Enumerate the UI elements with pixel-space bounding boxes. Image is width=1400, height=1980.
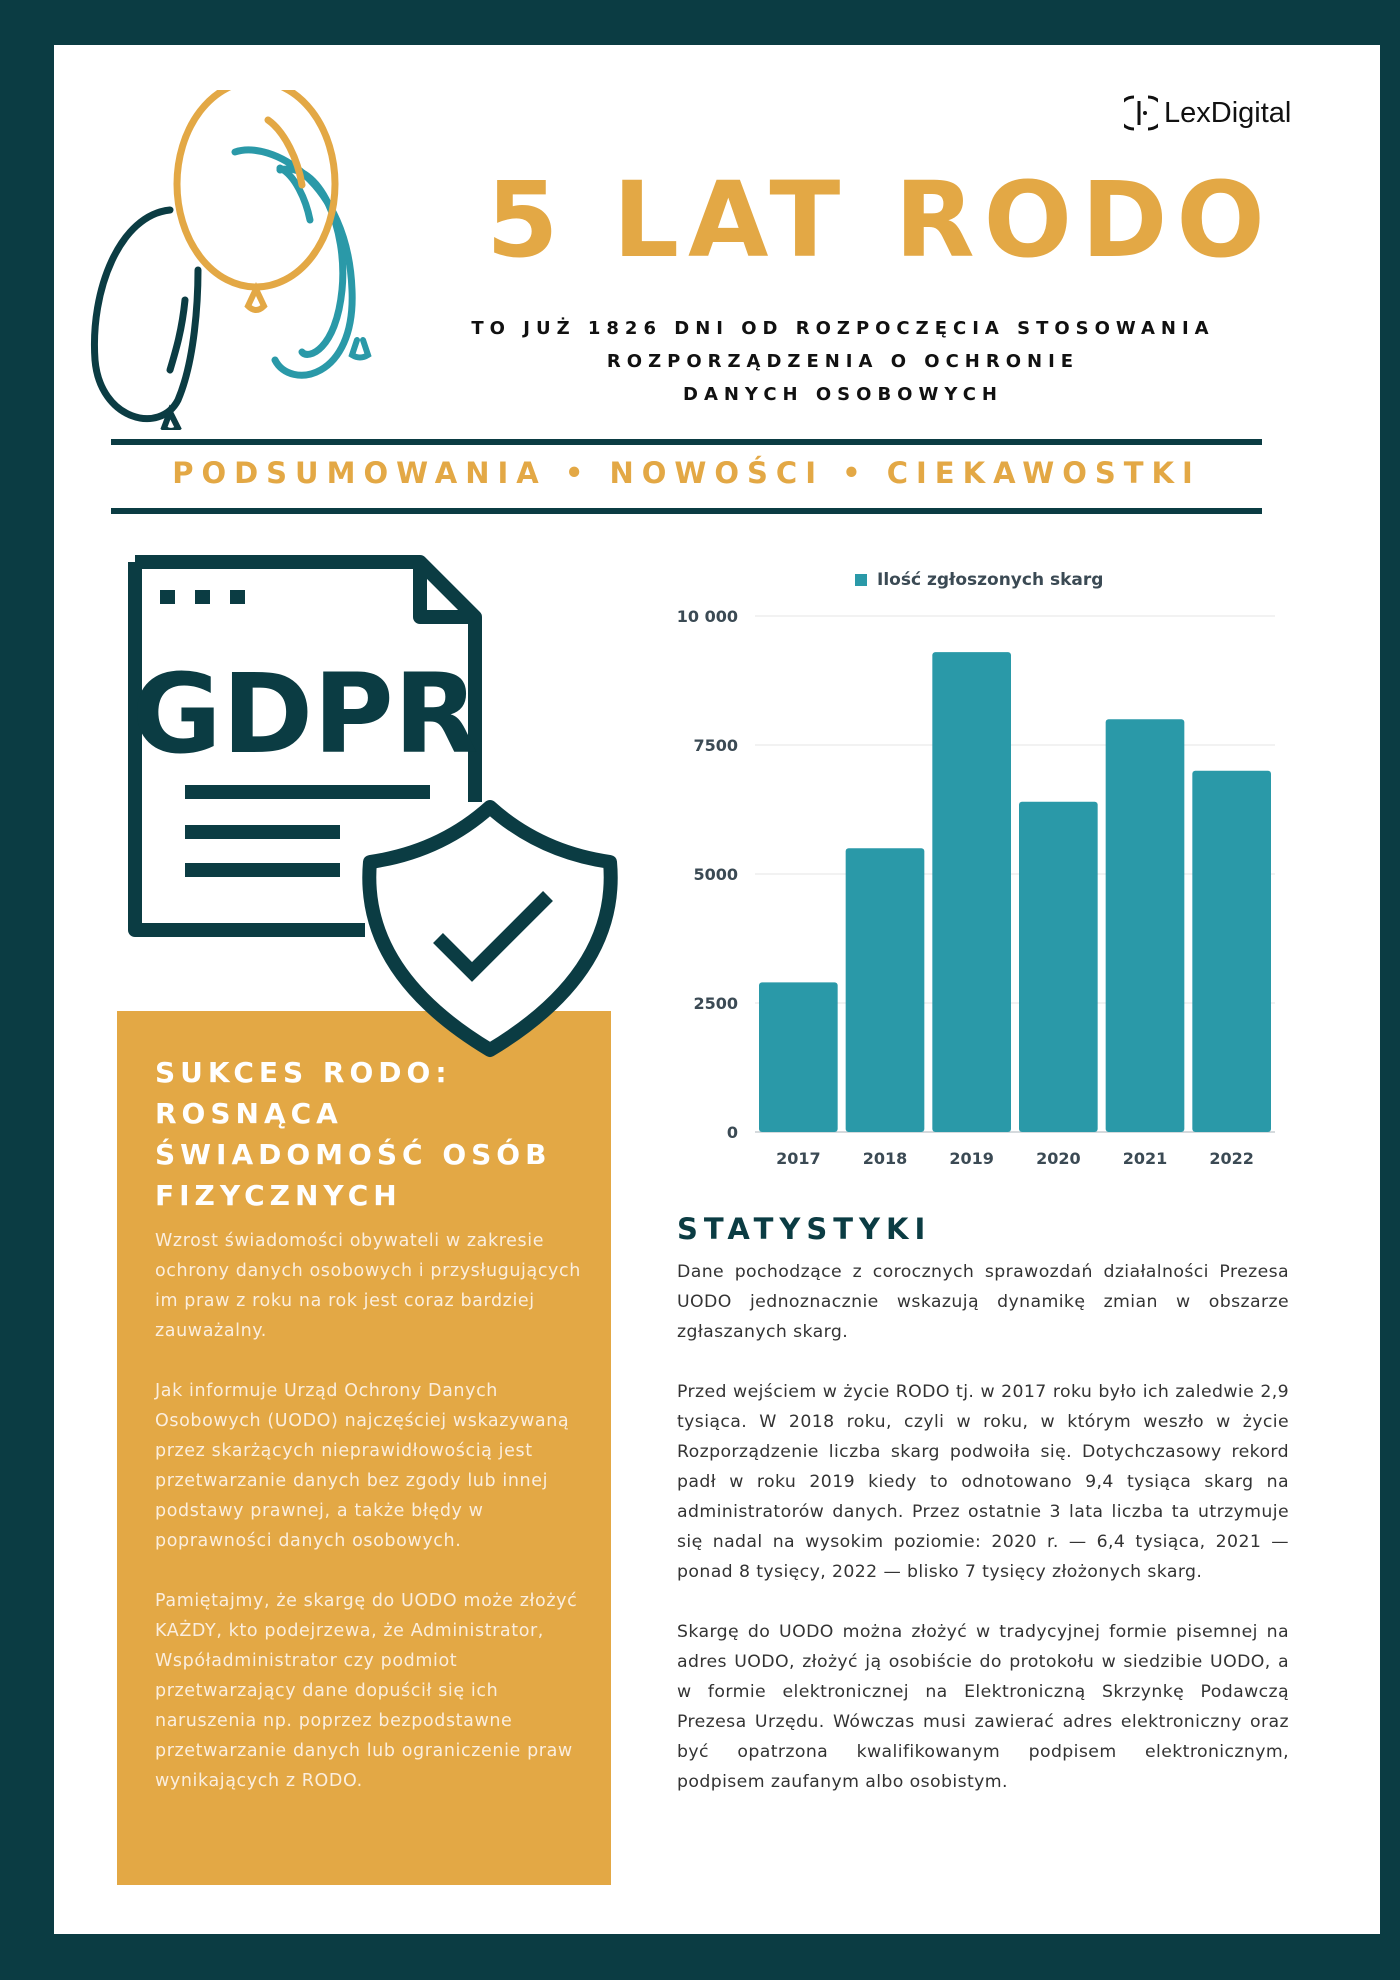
y-tick-label: 0	[727, 1123, 738, 1142]
logo-text: LexDigital	[1164, 96, 1292, 129]
heading-line: SUKCES RODO:	[155, 1056, 452, 1089]
paragraph: Skargę do UODO można złożyć w tradycyjne…	[677, 1622, 1289, 1792]
gdpr-text: GDPR	[132, 650, 479, 778]
heading-line: ŚWIADOMOŚĆ OSÓB	[155, 1138, 552, 1171]
x-tick-label: 2017	[776, 1149, 821, 1168]
balloons-icon	[90, 90, 372, 430]
complaints-bar-chart: 0 2500 5000 7500 10 000 2017 2018 2019 2020 2021 2…	[677, 607, 1275, 1168]
stats-body: Dane pochodzące z corocznych sprawozdań …	[677, 1257, 1289, 1827]
x-tick-label: 2021	[1123, 1149, 1168, 1168]
subtitle: TO JUŻ 1826 DNI OD ROZPOCZĘCIA STOSOWANI…	[420, 312, 1266, 411]
lexdigital-logo-icon	[1124, 95, 1158, 131]
page-title: 5 LAT RODO	[486, 159, 1274, 281]
awareness-body: Wzrost świadomości obywateli w zakresie …	[155, 1226, 600, 1826]
x-tick-label: 2018	[863, 1149, 908, 1168]
bar-2018	[845, 848, 925, 1132]
bar-2021	[1105, 719, 1185, 1132]
x-tick-label: 2022	[1209, 1149, 1254, 1168]
paragraph: Pamiętajmy, że skargę do UODO może złoży…	[155, 1591, 578, 1791]
subtitle-line: DANYCH OSOBOWYCH	[683, 384, 1003, 405]
y-tick-label: 7500	[693, 736, 738, 755]
awareness-heading: SUKCES RODO: ROSNĄCA ŚWIADOMOŚĆ OSÓB FIZ…	[155, 1052, 595, 1216]
divider-top	[111, 439, 1262, 445]
divider-bottom	[111, 508, 1262, 514]
paragraph: Przed wejściem w życie RODO tj. w 2017 r…	[677, 1382, 1289, 1582]
stats-heading: STATYSTYKI	[677, 1212, 932, 1246]
shield-check-icon	[362, 800, 618, 1057]
subtitle-line: ROZPORZĄDZENIA O OCHRONIE	[606, 351, 1080, 372]
paragraph: Wzrost świadomości obywateli w zakresie …	[155, 1231, 581, 1341]
gdpr-document-icon: GDPR	[128, 555, 618, 1057]
paragraph: Dane pochodzące z corocznych sprawozdań …	[677, 1262, 1289, 1342]
y-tick-label: 5000	[693, 865, 738, 884]
bar-2019	[932, 652, 1011, 1132]
legend-swatch	[855, 574, 867, 586]
chart-legend: Ilość zgłoszonych skarg	[855, 570, 1103, 590]
heading-line: ROSNĄCA	[155, 1097, 343, 1130]
paragraph: Jak informuje Urząd Ochrony Danych Osobo…	[155, 1381, 570, 1551]
awareness-box	[117, 1011, 611, 1885]
bar-2020	[1019, 801, 1098, 1132]
legend-label: Ilość zgłoszonych skarg	[877, 570, 1104, 590]
subtitle-line: TO JUŻ 1826 DNI OD ROZPOCZĘCIA STOSOWANI…	[471, 318, 1215, 339]
bar-2022	[1192, 770, 1271, 1132]
tagline: PODSUMOWANIA • NOWOŚCI • CIEKAWOSTKI	[172, 456, 1201, 490]
x-tick-label: 2020	[1036, 1149, 1081, 1168]
y-tick-label: 10 000	[677, 607, 738, 626]
lexdigital-logo: LexDigital	[1124, 93, 1291, 133]
bar-2017	[759, 982, 838, 1132]
heading-line: FIZYCZNYCH	[155, 1179, 402, 1212]
y-tick-label: 2500	[693, 994, 738, 1013]
x-tick-label: 2019	[949, 1149, 994, 1168]
